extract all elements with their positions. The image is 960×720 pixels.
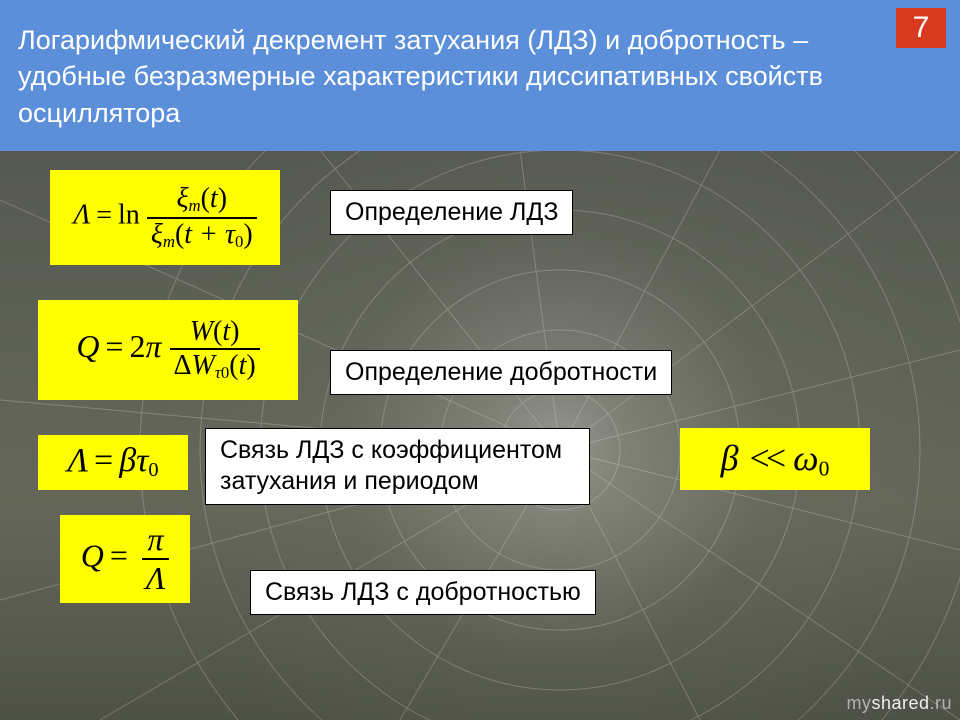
label-ldz-definition: Определение ЛДЗ [330, 190, 573, 235]
watermark-part-a: my [846, 693, 871, 713]
label-q-definition: Определение добротности [330, 350, 672, 395]
slide-content: Λ=ln ξm(t) ξm(t + τ0) Определение ЛДЗ Q=… [0, 150, 960, 670]
slide-title-bar: Логарифмический декремент затухания (ЛДЗ… [0, 0, 960, 151]
formula-q-pi-over-lambda: Q= πΛ [60, 515, 190, 603]
formula-ldz-beta-tau: Λ=βτ0 [38, 435, 188, 490]
watermark: myshared.ru [846, 693, 952, 714]
watermark-part-b: shared [871, 693, 929, 713]
watermark-part-c: .ru [929, 693, 952, 713]
page-number-badge: 7 [896, 8, 946, 48]
label-q-ldz-relation: Связь ЛДЗ с добротностью [250, 570, 596, 615]
formula-ldz-definition: Λ=ln ξm(t) ξm(t + τ0) [50, 170, 280, 265]
formula-q-definition: Q=2π W(t) ΔWτ0(t) [38, 300, 298, 400]
formula-beta-much-less-omega: β << ω0 [680, 428, 870, 490]
slide-title: Логарифмический декремент затухания (ЛДЗ… [18, 25, 823, 128]
label-ldz-beta-tau: Связь ЛДЗ с коэффициентом затухания и пе… [205, 428, 590, 505]
page-number: 7 [913, 11, 930, 45]
